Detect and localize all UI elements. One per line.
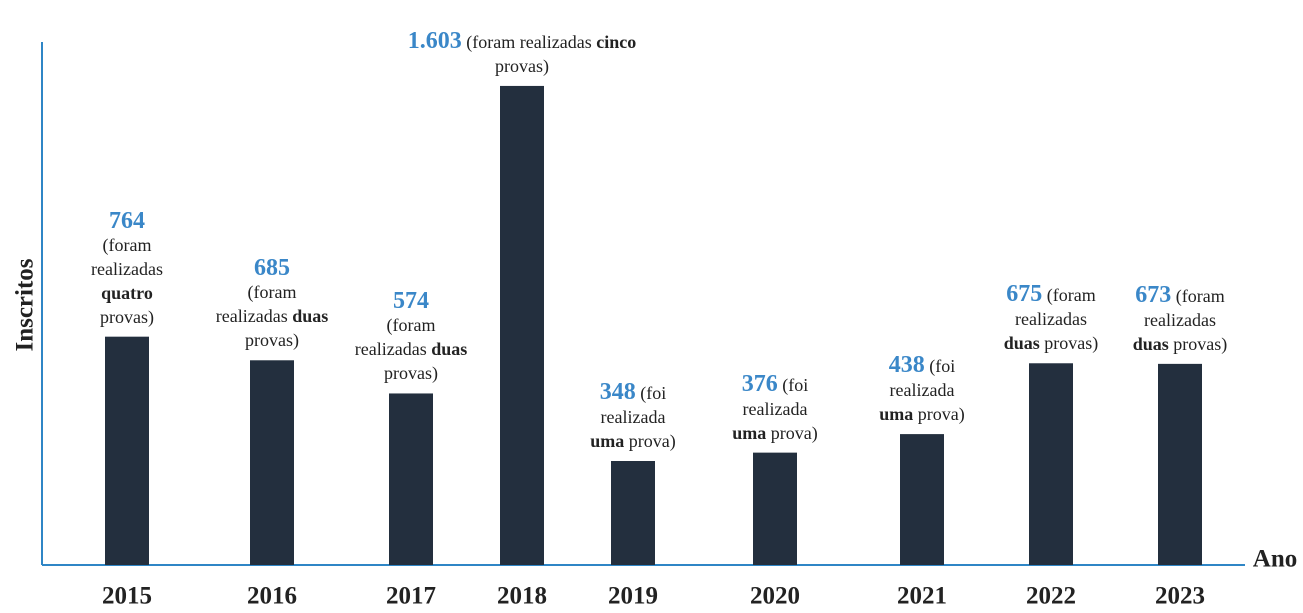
- annotation-bold: duas: [431, 339, 468, 360]
- bar: [500, 85, 544, 565]
- x-tick-label: 2023: [1155, 583, 1205, 610]
- annotation-bold: uma: [732, 422, 767, 443]
- annotation: provas): [384, 363, 438, 384]
- value-label: 1.603: [407, 27, 462, 54]
- bar-label: 673 (foram realizadas duas provas): [1124, 283, 1236, 356]
- x-tick-label: 2015: [102, 583, 152, 610]
- annotation: (foram realizadas: [91, 234, 163, 279]
- bar: [250, 360, 294, 565]
- annotation-bold: uma: [590, 431, 625, 451]
- value-label: 574: [393, 288, 429, 315]
- annotation-bold: uma: [879, 404, 914, 425]
- x-axis-label: Ano: [1253, 546, 1297, 573]
- bar-label: 438 (foi realizada uma prova): [872, 353, 972, 426]
- bar-label: 764 (foram realizadas quatro provas): [87, 209, 167, 329]
- x-tick-label: 2020: [750, 583, 800, 610]
- annotation: (foi realizada: [600, 383, 667, 427]
- bar: [1158, 363, 1202, 565]
- bar: [1029, 363, 1073, 565]
- value-label: 764: [109, 207, 145, 234]
- annotation: (foram realizadas: [466, 31, 597, 52]
- annotation: (foi realizada: [742, 374, 809, 419]
- annotation: (foram realizadas: [1015, 285, 1096, 330]
- annotation: provas): [245, 330, 299, 351]
- bar-label: 675 (foram realizadas duas provas): [995, 282, 1107, 355]
- annotation-bold: cinco: [596, 31, 637, 52]
- annotation-bold: duas: [292, 306, 329, 327]
- annotation: prova): [913, 404, 965, 425]
- bar: [389, 393, 433, 565]
- x-tick-label: 2017: [386, 583, 436, 610]
- annotation: provas): [495, 55, 549, 76]
- annotation: prova): [766, 422, 818, 443]
- annotation: prova): [624, 431, 676, 451]
- annotation: (foram realizadas: [354, 315, 436, 360]
- x-tick-label: 2018: [497, 583, 547, 610]
- value-label: 348: [599, 379, 636, 405]
- y-axis-label: Inscritos: [12, 258, 39, 351]
- bar: [611, 460, 655, 565]
- bar-label: 376 (foi realizada uma prova): [725, 372, 825, 445]
- annotation-bold: quatro: [101, 282, 153, 303]
- value-label: 685: [254, 255, 290, 282]
- value-label: 675: [1006, 281, 1043, 308]
- bar-label: 685 (foram realizadas duas provas): [212, 256, 332, 352]
- x-tick-label: 2016: [247, 583, 297, 610]
- value-label: 376: [741, 370, 778, 397]
- bar-label: 348 (foi realizada uma prova): [583, 380, 683, 453]
- annotation: provas): [1168, 333, 1228, 354]
- annotation-bold: duas: [1003, 333, 1040, 354]
- x-tick-label: 2022: [1026, 583, 1076, 610]
- x-tick-label: 2019: [608, 583, 658, 610]
- x-tick-label: 2021: [897, 583, 947, 610]
- annotation: provas): [1039, 333, 1099, 354]
- bar: [105, 336, 149, 565]
- annotation: provas): [100, 306, 154, 327]
- bar: [900, 434, 944, 565]
- bar-label: 1.603 (foram realizadas cinco provas): [407, 29, 637, 78]
- value-label: 438: [888, 352, 925, 379]
- annotation: (foi realizada: [889, 356, 956, 401]
- annotation: (foram realizadas: [215, 282, 297, 327]
- value-label: 673: [1135, 281, 1172, 308]
- bar: [753, 452, 797, 565]
- bar-label: 574 (foram realizadas duas provas): [351, 289, 471, 385]
- annotation-bold: duas: [1132, 333, 1169, 354]
- annotation: (foram realizadas: [1144, 285, 1225, 330]
